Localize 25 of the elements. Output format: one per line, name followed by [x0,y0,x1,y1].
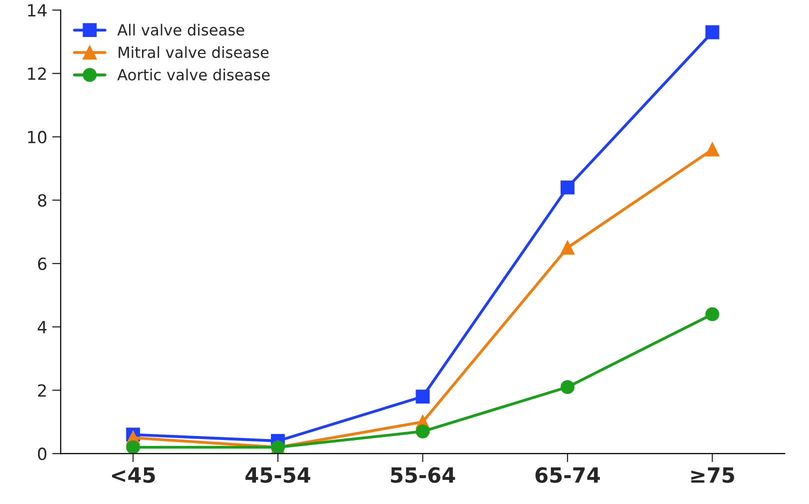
legend-label: All valve disease [117,24,244,36]
y-tick-label: 0 [38,448,46,460]
y-tick-label: 14 [28,4,47,16]
point [560,180,574,194]
point [560,240,574,255]
y-tick-label: 6 [38,257,46,270]
y-tick-label: 10 [28,130,46,144]
y-tick-label: 2 [38,384,46,397]
point [705,25,720,40]
legend-label: Mitral valve disease [118,46,269,58]
point [705,307,720,322]
x-tick-label: ≥75 [691,467,734,483]
point [126,440,140,454]
x-tick-label: 65-74 [535,467,600,483]
x-tick-label: 45-54 [246,467,310,483]
x-tick-label: <45 [112,467,155,483]
point [705,142,720,156]
point [416,424,430,438]
legend-label: Aortic valve disease [117,68,270,81]
x-tick-label: 55-64 [390,467,456,483]
y-tick-label: 12 [28,67,46,80]
y-tick-label: 4 [38,321,47,334]
point [416,390,430,404]
point [560,380,574,394]
y-tick-label: 8 [38,194,46,207]
